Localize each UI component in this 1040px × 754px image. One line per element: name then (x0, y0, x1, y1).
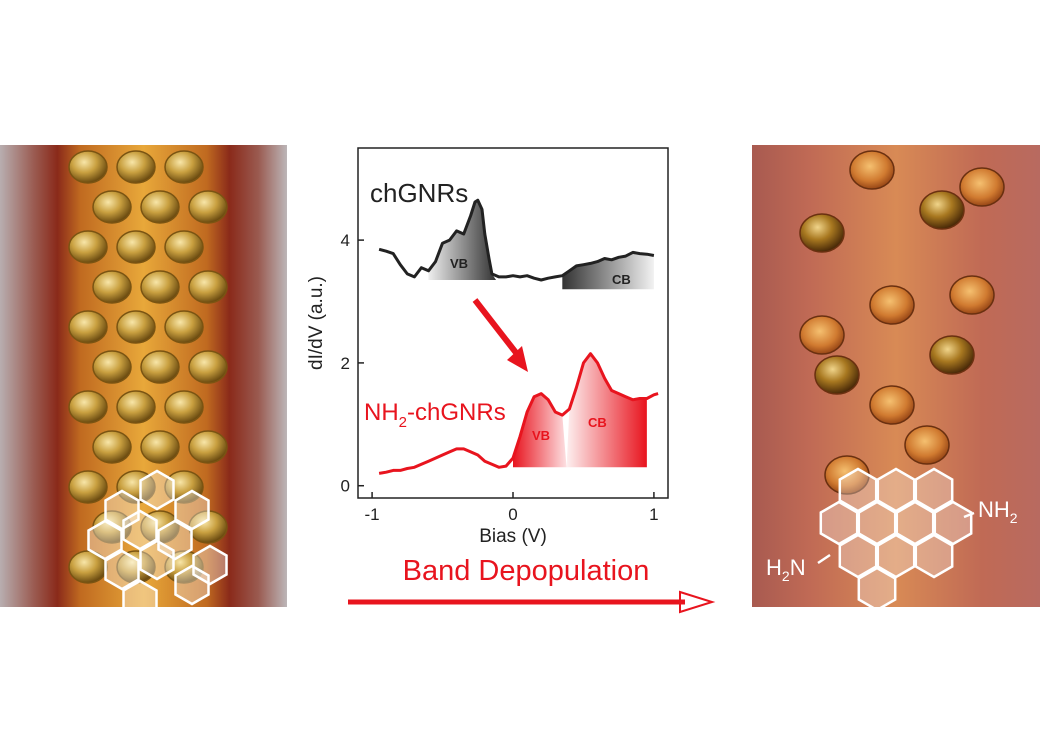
stm-bump (849, 150, 895, 190)
stm-bump (116, 150, 156, 184)
stm-bump (92, 270, 132, 304)
series-line-chgnrs (378, 198, 655, 282)
hexagon-ring (857, 500, 897, 546)
hexagon-ring (876, 533, 916, 579)
stm-bump (919, 190, 965, 230)
hexagon-ring (104, 489, 140, 531)
hexagon-ring (857, 566, 897, 607)
stm-bump (164, 230, 204, 264)
hexagon-ring (876, 467, 916, 513)
vb-label-black: VB (450, 256, 468, 271)
stm-bump (869, 285, 915, 325)
h2n-label-left: H2N (766, 555, 806, 584)
stm-bump (904, 425, 950, 465)
vb-label-red: VB (532, 428, 550, 443)
stm-bump (140, 270, 180, 304)
nh2-bond-left (817, 553, 831, 565)
stm-image-chgnr (0, 145, 287, 607)
series-label-chgnrs: chGNRs (370, 178, 468, 208)
hexagon-ring (933, 500, 973, 546)
stm-bump (116, 390, 156, 424)
stm-bump (68, 550, 108, 584)
stm-bump (140, 190, 180, 224)
hexagon-ring (174, 564, 210, 606)
vb-band-shade-red (513, 393, 567, 468)
stm-bump (116, 310, 156, 344)
y-tick-label: 2 (341, 354, 350, 373)
cb-band-shade-red (566, 353, 647, 468)
y-tick-label: 4 (341, 231, 350, 250)
hexagon-ring (914, 533, 954, 579)
stm-bump (949, 275, 995, 315)
series-line-nh2-chgnrs (378, 352, 659, 475)
stm-nh2-svg: NH2 H2N (752, 145, 1040, 607)
hexagon-ring (838, 533, 878, 579)
stm-bump (188, 430, 228, 464)
stm-bump (929, 335, 975, 375)
y-axis-label: dI/dV (a.u.) (306, 276, 327, 370)
nh2-label-right: NH2 (978, 497, 1018, 526)
stm-bump (799, 213, 845, 253)
band-depopulation-arrow: Band Depopulation (348, 555, 716, 614)
x-axis-label: Bias (V) (479, 526, 547, 547)
stm-bump (68, 390, 108, 424)
hexagon-ring (838, 467, 878, 513)
x-tick-label: 1 (649, 505, 658, 524)
stm-bump (68, 470, 108, 504)
stm-bump (188, 190, 228, 224)
series-label-nh2-chgnrs: NH2-chGNRs (364, 399, 506, 431)
cb-band-shade-black (562, 252, 654, 290)
hexagon-ring (122, 509, 158, 551)
stm-bump (140, 350, 180, 384)
hexagon-ring (139, 539, 175, 581)
nh2-bond-right (963, 511, 975, 519)
hexagon-ring (104, 549, 140, 591)
stm-bump (92, 350, 132, 384)
stm-bump (164, 390, 204, 424)
stm-bump (164, 310, 204, 344)
hexagon-ring (819, 500, 859, 546)
transition-arrow (472, 298, 528, 372)
cb-label-red: CB (588, 415, 607, 430)
stm-bump (799, 315, 845, 355)
stm-bump (68, 150, 108, 184)
y-tick-label: 0 (341, 477, 350, 496)
stm-bump (116, 230, 156, 264)
stm-bump (959, 167, 1005, 207)
stm-bump (188, 270, 228, 304)
hexagon-ring (87, 519, 123, 561)
stm-bump (869, 385, 915, 425)
stm-image-nh2-chgnr: NH2 H2N (752, 145, 1040, 607)
stm-bump (68, 230, 108, 264)
hexagon-ring (139, 469, 175, 511)
stm-bump (140, 430, 180, 464)
vb-band-shade-black (428, 200, 497, 281)
stm-bump (814, 355, 860, 395)
stm-bump (164, 150, 204, 184)
stm-chgnr-svg (0, 145, 287, 607)
hexagon-ring (122, 579, 158, 607)
stm-bump (92, 430, 132, 464)
stm-bump (68, 310, 108, 344)
stm-bump (188, 350, 228, 384)
caption-text: Band Depopulation (403, 555, 650, 587)
hexagon-ring (157, 519, 193, 561)
stm-bump (92, 190, 132, 224)
hexagon-ring (914, 467, 954, 513)
hexagon-ring (895, 500, 935, 546)
hexagon-ring (174, 489, 210, 531)
dIdV-chart: -1 0 1 0 2 4 Bias (V) dI/dV (a.u.) chGNRs NH2… (306, 147, 669, 547)
cb-label-black: CB (612, 272, 631, 287)
x-tick-label: -1 (365, 505, 380, 524)
hexagon-ring (192, 544, 228, 586)
x-tick-label: 0 (508, 505, 517, 524)
